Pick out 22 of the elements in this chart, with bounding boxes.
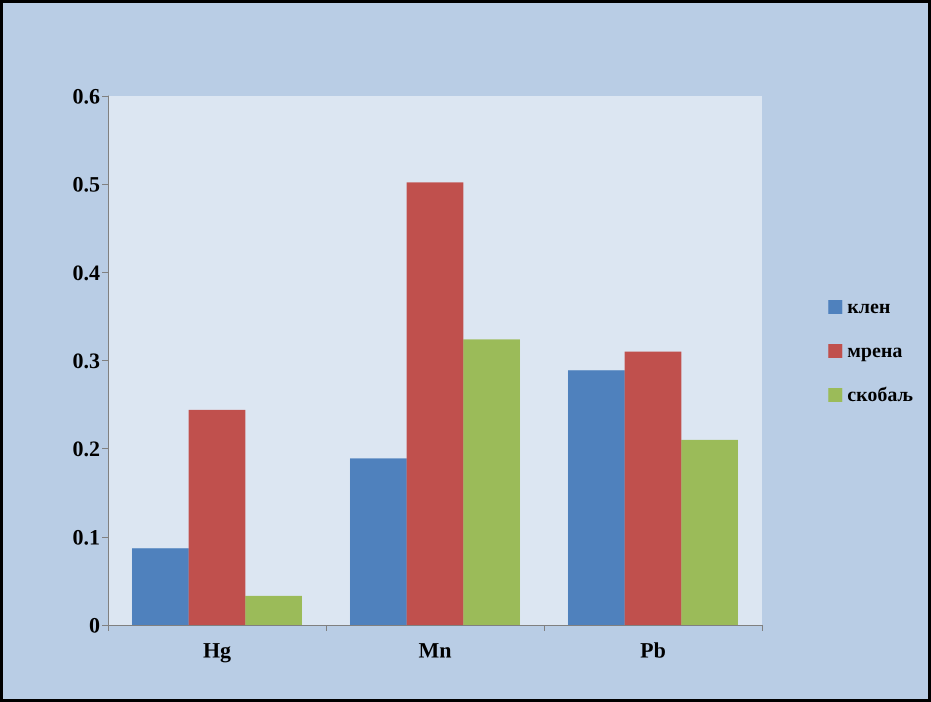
bar: [463, 339, 520, 625]
y-tick-label: 0.2: [72, 436, 100, 462]
legend-label: клен: [847, 296, 890, 318]
bar: [350, 458, 407, 625]
bar: [624, 352, 682, 625]
legend-label: мрена: [847, 340, 902, 362]
y-tick-label: 0: [89, 612, 100, 638]
y-tick-label: 0.4: [72, 260, 100, 285]
bar: [568, 370, 625, 625]
x-tick-label: Pb: [640, 638, 666, 662]
x-tick-label: Hg: [202, 638, 232, 662]
y-tick-label: 0.3: [72, 348, 100, 373]
bar: [245, 596, 302, 625]
bar: [681, 440, 738, 625]
y-tick-label: 0.6: [72, 84, 100, 108]
legend-label: скобаљ: [847, 384, 914, 406]
x-tick-label: Mn: [418, 638, 452, 662]
bar: [132, 548, 189, 625]
y-tick-label: 0.1: [72, 524, 100, 550]
bar: [188, 410, 246, 625]
y-tick-label: 0.5: [72, 172, 100, 197]
bar: [406, 182, 464, 625]
